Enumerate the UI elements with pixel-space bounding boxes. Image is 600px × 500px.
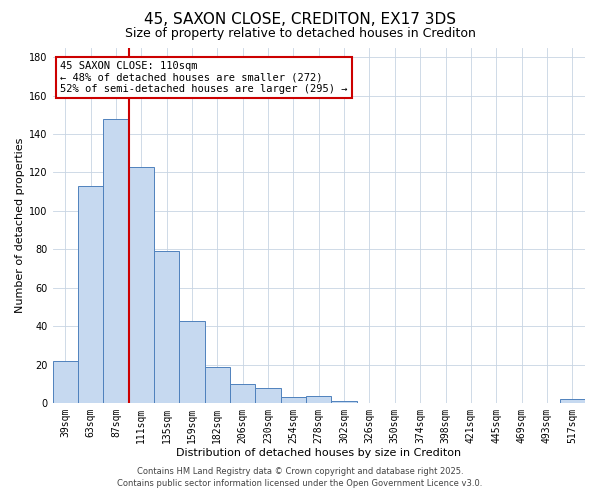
Text: 45, SAXON CLOSE, CREDITON, EX17 3DS: 45, SAXON CLOSE, CREDITON, EX17 3DS [144, 12, 456, 28]
Bar [179, 320, 205, 403]
Bar [205, 366, 230, 403]
Bar [128, 166, 154, 403]
X-axis label: Distribution of detached houses by size in Crediton: Distribution of detached houses by size … [176, 448, 461, 458]
Bar [103, 118, 128, 403]
Bar [256, 388, 281, 403]
Y-axis label: Number of detached properties: Number of detached properties [15, 138, 25, 313]
Bar [78, 186, 103, 403]
Text: Size of property relative to detached houses in Crediton: Size of property relative to detached ho… [125, 28, 475, 40]
Bar [154, 252, 179, 403]
Bar [306, 396, 331, 403]
Bar [230, 384, 256, 403]
Text: 45 SAXON CLOSE: 110sqm
← 48% of detached houses are smaller (272)
52% of semi-de: 45 SAXON CLOSE: 110sqm ← 48% of detached… [60, 61, 347, 94]
Bar [331, 402, 357, 403]
Bar [560, 400, 585, 403]
Bar [281, 398, 306, 403]
Bar [53, 361, 78, 403]
Text: Contains HM Land Registry data © Crown copyright and database right 2025.
Contai: Contains HM Land Registry data © Crown c… [118, 466, 482, 487]
